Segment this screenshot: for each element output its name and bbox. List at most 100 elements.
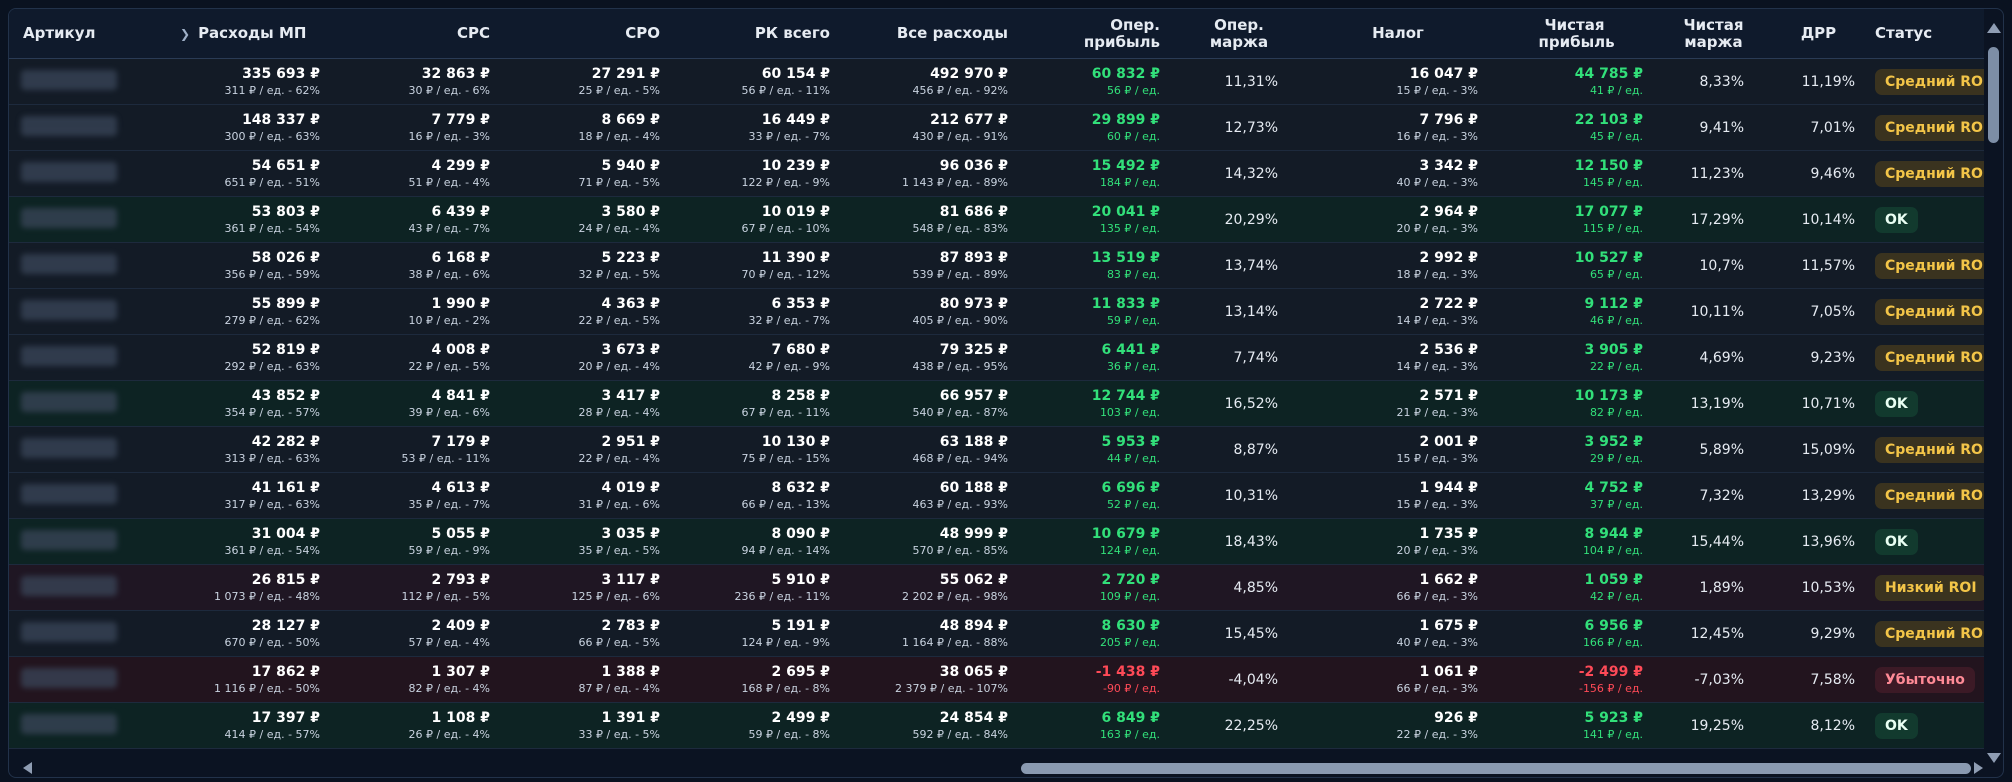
- cpo-per-unit: 33 ₽ / ед. - 5%: [578, 727, 660, 741]
- cell-sku[interactable]: [9, 197, 134, 243]
- tax-value: 2 992 ₽: [1419, 249, 1478, 266]
- header-sku[interactable]: Артикул: [9, 9, 134, 59]
- header-rk-total[interactable]: РК всего: [674, 9, 844, 59]
- cell-sku[interactable]: [9, 151, 134, 197]
- cell-status: Средний ROI: [1867, 105, 1984, 151]
- cpc-value: 1 108 ₽: [431, 709, 490, 726]
- cell-mp: 53 803 ₽361 ₽ / ед. - 54%: [134, 197, 334, 243]
- table-row[interactable]: 26 815 ₽1 073 ₽ / ед. - 48% 2 793 ₽112 ₽ …: [9, 564, 1984, 611]
- cpo-per-unit: 87 ₽ / ед. - 4%: [578, 681, 660, 695]
- cell-sku[interactable]: [9, 59, 134, 105]
- cell-drr: 10,53%: [1801, 579, 1855, 596]
- all-value: 96 036 ₽: [939, 157, 1008, 174]
- vertical-scroll-thumb[interactable]: [1988, 47, 1999, 143]
- cell-sku[interactable]: [9, 289, 134, 335]
- op-value: 2 720 ₽: [1101, 571, 1160, 588]
- cell-sku[interactable]: [9, 105, 134, 151]
- cell-tax: 1 662 ₽66 ₽ / ед. - 3%: [1304, 565, 1492, 611]
- cell-net: 10 173 ₽82 ₽ / ед.: [1492, 381, 1657, 427]
- table-row[interactable]: 335 693 ₽311 ₽ / ед. - 62% 32 863 ₽30 ₽ /…: [9, 58, 1984, 105]
- header-op-profit-label: Опер. прибыль: [1083, 15, 1160, 51]
- horizontal-scroll-thumb[interactable]: [1021, 763, 1971, 774]
- cell-all: 24 854 ₽592 ₽ / ед. - 84%: [844, 703, 1022, 749]
- table-row[interactable]: 43 852 ₽354 ₽ / ед. - 57% 4 841 ₽39 ₽ / е…: [9, 380, 1984, 427]
- cell-sku[interactable]: [9, 519, 134, 565]
- horizontal-scrollbar[interactable]: [23, 761, 1983, 775]
- cell-op: 10 679 ₽124 ₽ / ед.: [1022, 519, 1174, 565]
- header-cpo[interactable]: CPO: [504, 9, 674, 59]
- cell-sku[interactable]: [9, 473, 134, 519]
- table-row[interactable]: 53 803 ₽361 ₽ / ед. - 54% 6 439 ₽43 ₽ / е…: [9, 196, 1984, 243]
- table-row[interactable]: 41 161 ₽317 ₽ / ед. - 63% 4 613 ₽35 ₽ / е…: [9, 472, 1984, 519]
- header-drr[interactable]: ДРР: [1770, 9, 1867, 59]
- tax-value: 2 571 ₽: [1419, 387, 1478, 404]
- mp-value: 26 815 ₽: [251, 571, 320, 588]
- cell-sku[interactable]: [9, 565, 134, 611]
- net-per-unit: 145 ₽ / ед.: [1582, 175, 1643, 189]
- scroll-left-arrow-icon[interactable]: [23, 762, 32, 774]
- tax-per-unit: 40 ₽ / ед. - 3%: [1396, 635, 1478, 649]
- table-row[interactable]: 55 899 ₽279 ₽ / ед. - 62% 1 990 ₽10 ₽ / е…: [9, 288, 1984, 335]
- cell-sku[interactable]: [9, 427, 134, 473]
- table-row[interactable]: 31 004 ₽361 ₽ / ед. - 54% 5 055 ₽59 ₽ / е…: [9, 518, 1984, 565]
- table-row[interactable]: 58 026 ₽356 ₽ / ед. - 59% 6 168 ₽38 ₽ / е…: [9, 242, 1984, 289]
- scroll-up-arrow-icon[interactable]: [1987, 23, 2001, 33]
- cell-sku[interactable]: [9, 611, 134, 657]
- table-row[interactable]: 17 397 ₽414 ₽ / ед. - 57% 1 108 ₽26 ₽ / е…: [9, 702, 1984, 749]
- cell-op-margin: 4,85%: [1233, 579, 1278, 596]
- cell-all: 81 686 ₽548 ₽ / ед. - 83%: [844, 197, 1022, 243]
- tax-per-unit: 18 ₽ / ед. - 3%: [1396, 267, 1478, 281]
- mp-value: 148 337 ₽: [242, 111, 320, 128]
- header-tax[interactable]: Налог: [1304, 9, 1492, 59]
- status-badge: OK: [1875, 206, 1918, 233]
- cell-sku[interactable]: [9, 243, 134, 289]
- header-status[interactable]: Статус: [1867, 9, 1984, 59]
- cell-drr: 7,58%: [1810, 671, 1855, 688]
- scroll-right-arrow-icon[interactable]: [1974, 762, 1983, 774]
- cell-all: 38 065 ₽2 379 ₽ / ед. - 107%: [844, 657, 1022, 703]
- sort-chevron-icon[interactable]: ❯: [180, 26, 191, 41]
- mp-value: 17 862 ₽: [251, 663, 320, 680]
- cell-drr: 11,19%: [1801, 73, 1855, 90]
- net-per-unit: 37 ₽ / ед.: [1589, 497, 1643, 511]
- cell-rk: 2 695 ₽168 ₽ / ед. - 8%: [674, 657, 844, 703]
- cell-status: Средний ROI: [1867, 151, 1984, 197]
- cpo-per-unit: 22 ₽ / ед. - 5%: [578, 313, 660, 327]
- cell-mp: 43 852 ₽354 ₽ / ед. - 57%: [134, 381, 334, 427]
- cell-status: Убыточно: [1867, 657, 1984, 703]
- scroll-down-arrow-icon[interactable]: [1987, 753, 2001, 763]
- header-cpc[interactable]: CPC: [334, 9, 504, 59]
- cell-status: OK: [1867, 197, 1984, 243]
- op-value: -1 438 ₽: [1095, 663, 1160, 680]
- header-all-expenses[interactable]: Все расходы: [844, 9, 1022, 59]
- cpo-value: 3 417 ₽: [601, 387, 660, 404]
- table-row[interactable]: 54 651 ₽651 ₽ / ед. - 51% 4 299 ₽51 ₽ / е…: [9, 150, 1984, 197]
- cell-sku[interactable]: [9, 657, 134, 703]
- header-op-profit[interactable]: Опер. прибыль: [1022, 9, 1174, 59]
- header-net-margin[interactable]: Чистая маржа: [1657, 9, 1770, 59]
- all-per-unit: 1 143 ₽ / ед. - 89%: [902, 175, 1008, 189]
- cell-sku[interactable]: [9, 703, 134, 749]
- all-per-unit: 1 164 ₽ / ед. - 88%: [902, 635, 1008, 649]
- cell-op: 6 696 ₽52 ₽ / ед.: [1022, 473, 1174, 519]
- header-mp-expenses[interactable]: ❯ Расходы МП: [134, 9, 334, 59]
- op-per-unit: 163 ₽ / ед.: [1099, 727, 1160, 741]
- cell-status: OK: [1867, 703, 1984, 749]
- table-row[interactable]: 17 862 ₽1 116 ₽ / ед. - 50% 1 307 ₽82 ₽ /…: [9, 656, 1984, 703]
- status-badge: Средний ROI: [1875, 252, 1984, 279]
- table-row[interactable]: 148 337 ₽300 ₽ / ед. - 63% 7 779 ₽16 ₽ / …: [9, 104, 1984, 151]
- cell-op: 2 720 ₽109 ₽ / ед.: [1022, 565, 1174, 611]
- table-row[interactable]: 42 282 ₽313 ₽ / ед. - 63% 7 179 ₽53 ₽ / е…: [9, 426, 1984, 473]
- cell-sku[interactable]: [9, 335, 134, 381]
- table-row[interactable]: 52 819 ₽292 ₽ / ед. - 63% 4 008 ₽22 ₽ / е…: [9, 334, 1984, 381]
- header-net-profit[interactable]: Чистая прибыль: [1492, 9, 1657, 59]
- cpo-per-unit: 20 ₽ / ед. - 4%: [578, 359, 660, 373]
- cell-sku[interactable]: [9, 381, 134, 427]
- table-row[interactable]: 28 127 ₽670 ₽ / ед. - 50% 2 409 ₽57 ₽ / е…: [9, 610, 1984, 657]
- vertical-scrollbar[interactable]: [1985, 23, 2001, 763]
- cell-mp: 42 282 ₽313 ₽ / ед. - 63%: [134, 427, 334, 473]
- sku-redacted: [21, 207, 117, 228]
- cell-cpo: 1 388 ₽87 ₽ / ед. - 4%: [504, 657, 674, 703]
- header-op-margin[interactable]: Опер. маржа: [1174, 9, 1304, 59]
- all-per-unit: 2 202 ₽ / ед. - 98%: [902, 589, 1008, 603]
